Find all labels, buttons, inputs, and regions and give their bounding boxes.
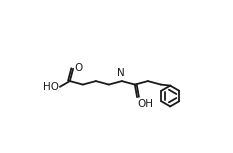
Text: O: O — [75, 63, 83, 73]
Text: HO: HO — [43, 82, 59, 92]
Text: OH: OH — [138, 99, 154, 109]
Text: N: N — [117, 68, 125, 78]
